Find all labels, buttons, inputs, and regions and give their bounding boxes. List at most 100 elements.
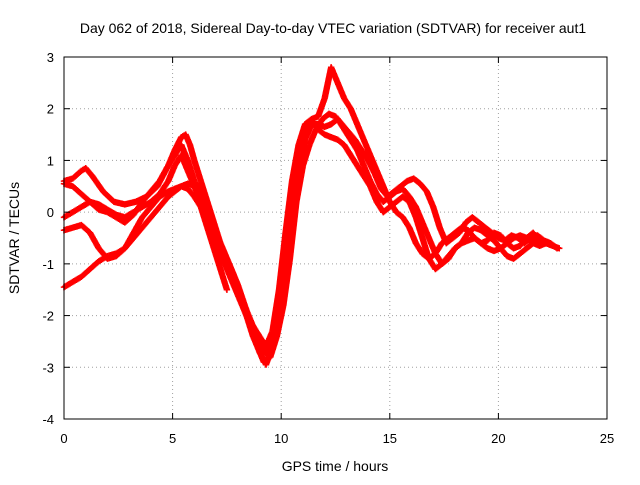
data-point-markers-fill — [79, 165, 88, 174]
data-point-markers-fill — [483, 225, 494, 236]
data-point-markers-fill — [433, 261, 445, 272]
y-axis-tick-labels: -4 -3 -2 -1 0 1 2 3 — [42, 50, 54, 427]
y-tick-label: -1 — [42, 257, 54, 272]
data-point-markers-fill — [400, 194, 412, 205]
data-point-markers-fill — [148, 204, 162, 220]
data-point-markers-fill — [204, 225, 217, 251]
data-point-markers-fill — [328, 65, 341, 85]
data-point-markers-fill — [446, 230, 458, 241]
x-tick-label: 15 — [383, 431, 397, 446]
data-series-trace-5 — [60, 183, 231, 293]
data-point-markers-fill — [394, 209, 405, 220]
data-point-markers-fill — [406, 225, 419, 246]
data-point-markers-fill — [335, 80, 347, 101]
x-tick-label: 0 — [60, 431, 67, 446]
data-point-markers-fill — [157, 163, 171, 184]
data-point-markers-fill — [367, 184, 380, 204]
data-point-markers-fill — [211, 236, 224, 256]
data-point-markers-fill — [413, 215, 426, 240]
data-point-markers-fill — [79, 266, 93, 280]
x-tick-label: 5 — [169, 431, 176, 446]
data-point-markers-fill — [491, 238, 503, 251]
data-point-markers-fill — [131, 225, 145, 241]
data-point-markers-fill — [380, 184, 393, 204]
data-point-markers-fill — [419, 220, 432, 240]
data-point-markers-fill — [411, 176, 423, 187]
data-point-markers-fill — [530, 230, 542, 243]
data-point-markers-fill — [282, 179, 296, 235]
data-point-markers-fill — [302, 116, 314, 127]
data-point-markers-fill — [316, 127, 327, 137]
data-point-markers-fill — [178, 153, 191, 173]
data-point-markers-fill — [87, 259, 101, 272]
data-point-markers-fill — [198, 205, 211, 230]
data-point-markers-fill — [83, 166, 95, 179]
data-point-markers-fill — [165, 163, 178, 184]
data-point-markers-fill — [237, 298, 250, 318]
data-point-markers-fill — [387, 189, 399, 199]
data-point-markers-fill — [87, 230, 102, 251]
data-point-markers-fill — [79, 222, 93, 236]
data-point-markers-fill — [157, 194, 171, 210]
data-point-markers-fill — [148, 178, 162, 194]
data-point-markers-fill — [361, 137, 373, 158]
data-point-markers-fill — [179, 132, 188, 140]
data-point-markers-fill — [446, 246, 458, 259]
data-point-markers-fill — [293, 163, 306, 204]
data-point-markers-fill — [191, 184, 204, 204]
data-point-markers-fill — [361, 163, 373, 184]
data-point-markers-fill — [100, 189, 117, 205]
y-tick-label: -3 — [42, 360, 54, 375]
data-point-markers-fill — [280, 256, 293, 308]
data-point-markers-fill — [354, 148, 367, 168]
data-point-markers-fill — [166, 189, 177, 199]
data-point-markers-fill — [444, 235, 455, 246]
data-point-markers-fill — [269, 287, 283, 333]
data-point-marker — [556, 245, 563, 252]
data-point-markers-fill — [450, 230, 462, 241]
data-point-markers-fill — [465, 228, 477, 241]
data-point-markers-fill — [89, 173, 106, 194]
data-point-markers-fill — [498, 246, 510, 259]
data-point-markers-fill — [498, 233, 510, 246]
data-point-markers-fill — [374, 168, 386, 189]
data-point-markers-fill — [217, 251, 230, 271]
data-point-markers-fill — [452, 240, 464, 251]
data-point-markers-fill — [511, 251, 523, 262]
y-tick-label: -4 — [42, 412, 54, 427]
data-point-marker — [223, 286, 231, 293]
data-point-markers-fill — [122, 235, 136, 251]
data-point-markers-fill — [354, 122, 367, 142]
data-point-markers-fill — [309, 119, 321, 132]
data-point-markers-fill — [148, 194, 162, 210]
data-point-markers-fill — [524, 240, 536, 251]
plot-area-frame — [63, 56, 608, 420]
x-axis-tick-labels: 0 5 10 15 20 25 — [60, 431, 614, 446]
data-point-markers-fill — [289, 143, 302, 184]
data-point-markers-fill — [70, 184, 84, 197]
data-point-markers-fill — [476, 220, 488, 230]
x-tick-label: 25 — [600, 431, 614, 446]
data-point-markers-fill — [348, 106, 360, 127]
y-tick-label: 3 — [47, 50, 54, 65]
data-point-markers-fill — [230, 282, 243, 302]
x-axis-title: GPS time / hours — [282, 458, 389, 474]
data-point-markers-fill — [130, 215, 145, 235]
data-point-markers-fill — [470, 214, 481, 225]
data-point-markers-fill — [198, 179, 211, 204]
data-point-markers-fill — [286, 199, 300, 261]
data-point-markers-fill — [417, 181, 429, 194]
x-tick-label: 10 — [274, 431, 288, 446]
data-point-markers-fill — [263, 329, 276, 349]
data-point-markers-fill — [365, 158, 378, 176]
data-point-markers-fill — [335, 137, 347, 148]
axis-ticks — [63, 56, 608, 420]
data-point-markers-fill — [426, 251, 438, 262]
data-point-markers-fill — [406, 199, 419, 220]
data-point-markers-fill — [367, 153, 380, 173]
data-point-markers-fill — [430, 205, 443, 230]
data-point-markers-fill — [275, 230, 289, 292]
data-point-markers-fill — [70, 168, 84, 181]
